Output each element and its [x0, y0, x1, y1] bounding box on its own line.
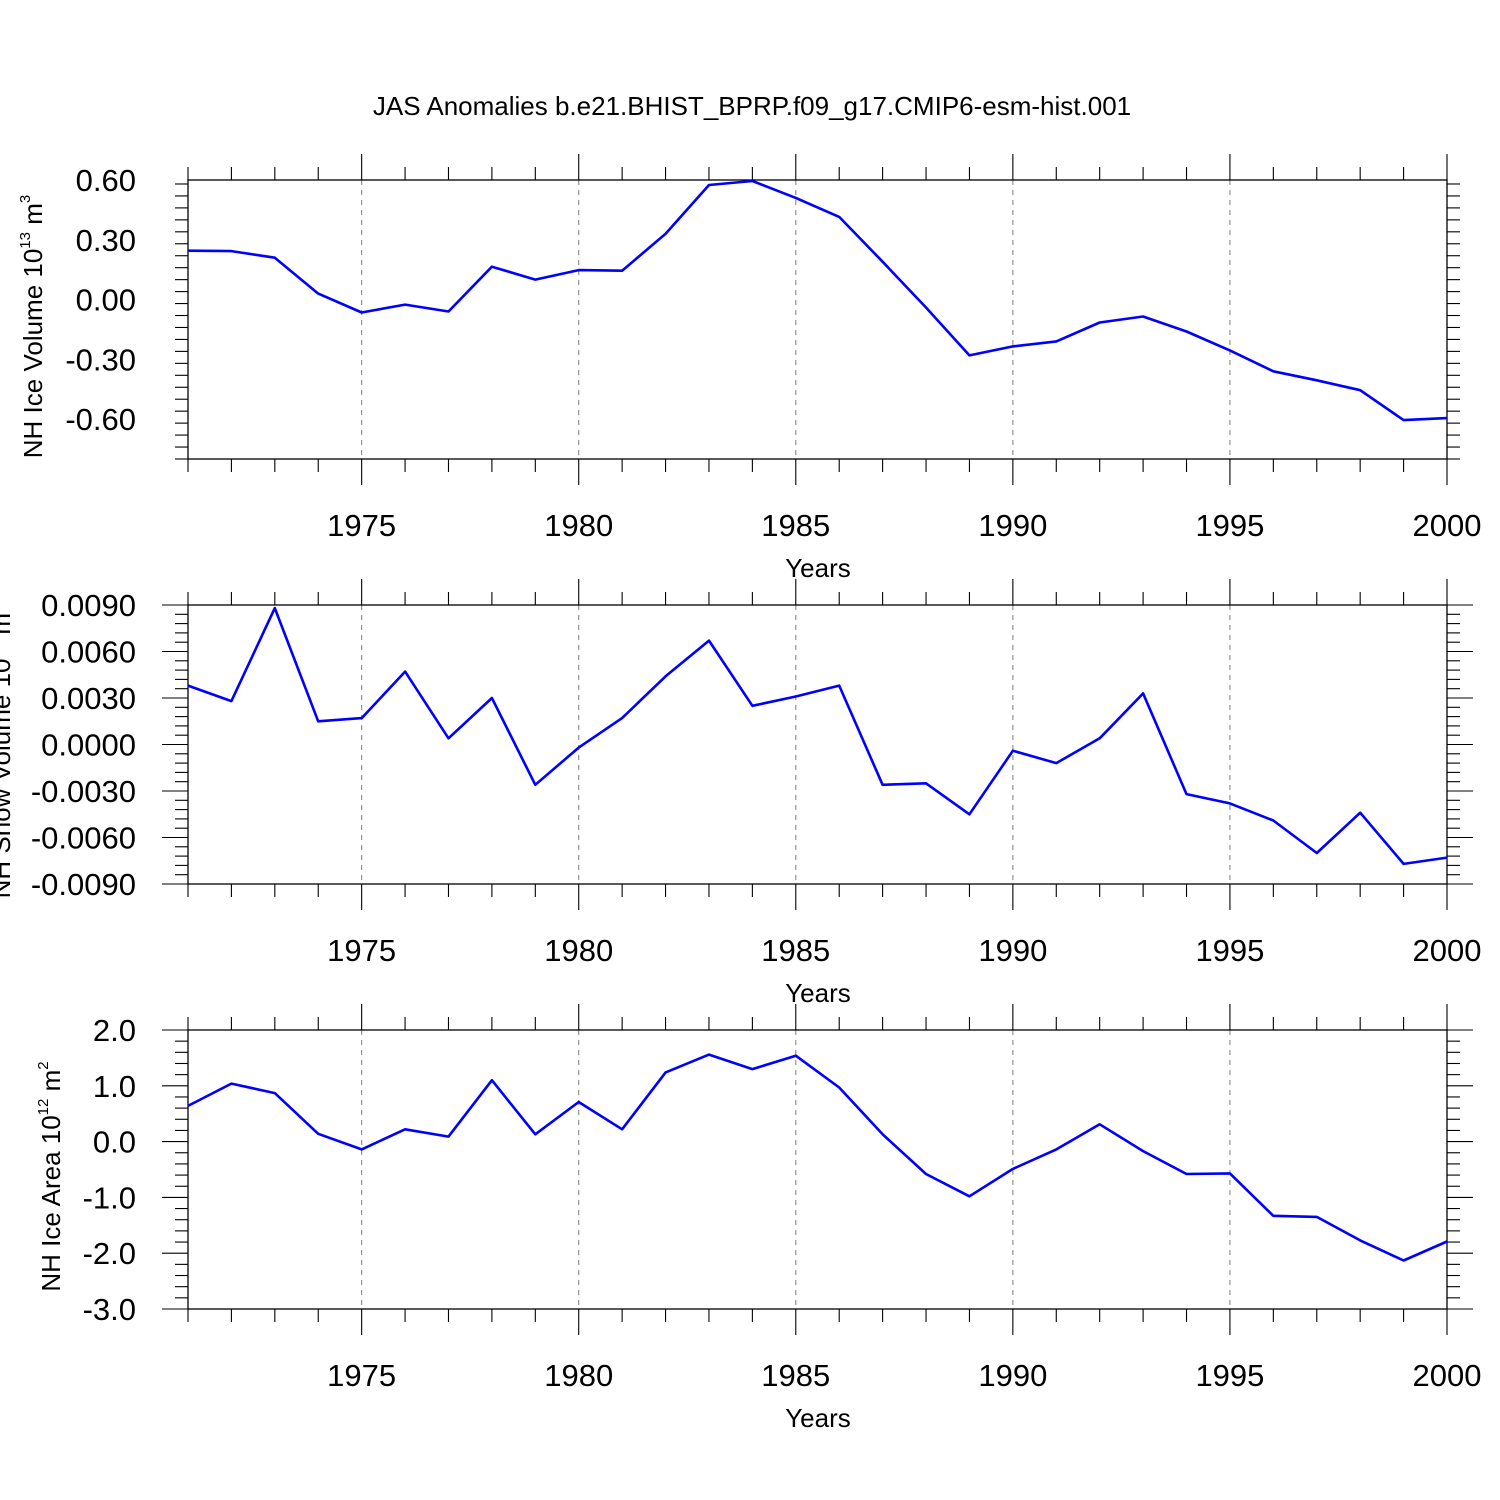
- x-tick-label: 1985: [761, 508, 830, 543]
- plot-frame: [187, 1029, 1448, 1310]
- series-line-nh-ice-volume: [187, 179, 1448, 422]
- x-tick-label: 1995: [1195, 508, 1264, 543]
- x-tick-label: 1975: [327, 933, 396, 968]
- panel-nh-ice-area: 2.0 1.0 0.0 -1.0 -2.0 -3.0 1975 1980 1985 1990 199…: [35, 1004, 1481, 1433]
- x-tick-label: 1985: [761, 1358, 830, 1393]
- y-tick-label: -2.0: [83, 1236, 136, 1271]
- x-tick-label: 1980: [544, 508, 613, 543]
- x-tick-label: 1980: [544, 1358, 613, 1393]
- y-tick-label: 2.0: [93, 1013, 136, 1048]
- x-tick-label: 2000: [1413, 933, 1482, 968]
- panel-nh-ice-volume: 0.60 0.30 0.00 -0.30 -0.60 1975 1980 1985 1990 19…: [17, 154, 1481, 583]
- y-tick-label: -1.0: [83, 1180, 136, 1215]
- y-tick-label: -0.60: [65, 402, 136, 437]
- x-tick-label: 1990: [978, 1358, 1047, 1393]
- x-tick-label: 1990: [978, 508, 1047, 543]
- y-tick-label: 0.00: [76, 283, 136, 318]
- x-tick-label: 1975: [327, 508, 396, 543]
- y-tick-label: 1.0: [93, 1069, 136, 1104]
- x-tick-label: 1995: [1195, 1358, 1264, 1393]
- y-tick-label: 0.0090: [41, 588, 136, 623]
- plot-frame: [187, 179, 1448, 460]
- panel-nh-snow-volume: 0.0090 0.0060 0.0030 0.0000 -0.0030 -0.0060 -0…: [0, 579, 1481, 1008]
- plot-frame: [187, 604, 1448, 885]
- x-tick-label: 1980: [544, 933, 613, 968]
- x-tick-label: 1995: [1195, 933, 1264, 968]
- y-tick-label: -0.0030: [31, 774, 136, 809]
- x-tick-label: 2000: [1413, 1358, 1482, 1393]
- y-tick-label: -0.0090: [31, 867, 136, 902]
- y-axis-label: NH Ice Volume 1013 m3: [17, 195, 48, 458]
- y-tick-label: 0.60: [76, 163, 136, 198]
- x-axis-label: Years: [785, 553, 851, 583]
- x-tick-label: 1985: [761, 933, 830, 968]
- y-tick-label: 0.30: [76, 223, 136, 258]
- x-tick-label: 1990: [978, 933, 1047, 968]
- series-line-nh-ice-area: [187, 1053, 1448, 1262]
- y-axis-label: NH Ice Area 1012 m2: [35, 1061, 66, 1291]
- y-tick-label: 0.0030: [41, 681, 136, 716]
- x-axis-label: Years: [785, 978, 851, 1008]
- y-tick-label: -3.0: [83, 1292, 136, 1327]
- figure-title: JAS Anomalies b.e21.BHIST_BPRP.f09_g17.C…: [373, 91, 1131, 121]
- y-tick-label: 0.0: [93, 1125, 136, 1160]
- x-axis-label: Years: [785, 1403, 851, 1433]
- y-tick-label: 0.0000: [41, 728, 136, 763]
- x-tick-label: 2000: [1413, 508, 1482, 543]
- y-tick-label: -0.0060: [31, 821, 136, 856]
- y-tick-label: 0.0060: [41, 635, 136, 670]
- series-line-nh-snow-volume: [187, 606, 1448, 866]
- x-tick-label: 1975: [327, 1358, 396, 1393]
- y-axis-label: NH Snow Volume 1013 m3: [0, 605, 16, 899]
- y-tick-label: -0.30: [65, 342, 136, 377]
